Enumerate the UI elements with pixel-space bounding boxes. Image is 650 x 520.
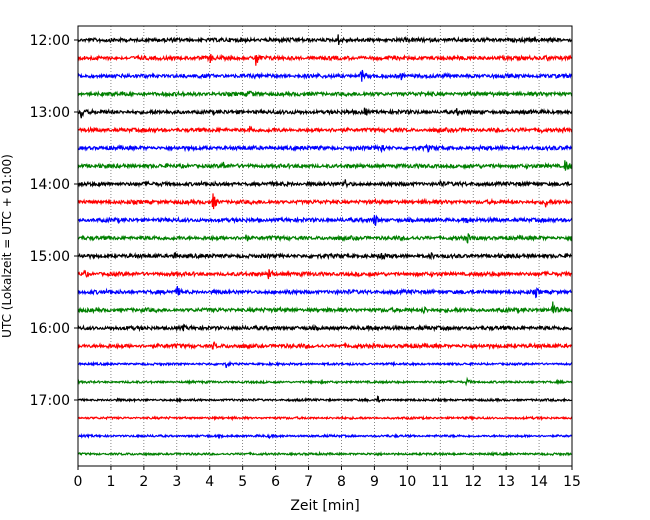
- x-tick-label: 2: [139, 474, 148, 490]
- trace-1545: [77, 301, 573, 315]
- trace-1415: [77, 193, 573, 210]
- x-tick-label: 4: [205, 474, 214, 490]
- x-tick-label: 3: [172, 474, 181, 490]
- trace-1645: [77, 376, 573, 387]
- x-tick-label: 8: [337, 474, 346, 490]
- trace-1345: [77, 160, 573, 171]
- trace-1200: [77, 34, 573, 46]
- plot-frame: [77, 25, 573, 467]
- y-tick-label: 14:00: [30, 177, 70, 193]
- x-tick-label: 13: [497, 474, 515, 490]
- y-tick-label: 13:00: [30, 105, 70, 121]
- plot-background: [78, 26, 572, 466]
- x-axis-label: Zeit [min]: [290, 498, 359, 514]
- trace-1630: [77, 360, 573, 369]
- y-tick-label: 16:00: [30, 321, 70, 337]
- x-tick-label: 14: [530, 474, 548, 490]
- x-tick-label: 15: [563, 474, 581, 490]
- trace-1745: [77, 450, 573, 457]
- x-tick-label: 5: [238, 474, 247, 490]
- trace-1600: [77, 323, 573, 333]
- x-tick-label: 7: [304, 474, 313, 490]
- trace-1245: [77, 89, 573, 98]
- trace-1330: [77, 143, 573, 154]
- trace-1515: [77, 269, 573, 280]
- y-axis-ticks: 12:00 13:00 14:00 15:00 16:00 17:00: [30, 33, 78, 409]
- y-tick-label: 12:00: [30, 33, 70, 49]
- trace-1430: [77, 214, 573, 226]
- y-tick-label: 17:00: [30, 393, 70, 409]
- trace-1315: [77, 125, 573, 134]
- y-axis-label: UTC (Lokalzeit = UTC + 01:00): [0, 154, 14, 338]
- x-tick-label: 11: [431, 474, 449, 490]
- x-tick-label: 9: [370, 474, 379, 490]
- x-tick-label: 10: [398, 474, 416, 490]
- trace-1615: [77, 341, 573, 351]
- trace-1445: [77, 233, 573, 244]
- trace-1530: [77, 285, 573, 299]
- trace-1230: [77, 69, 573, 82]
- trace-1730: [77, 432, 573, 440]
- x-tick-label: 0: [74, 474, 83, 490]
- x-tick-label: 1: [106, 474, 115, 490]
- traces: [77, 34, 573, 457]
- y-tick-label: 15:00: [30, 249, 70, 265]
- grid-lines: [110, 26, 540, 466]
- trace-1300: [77, 107, 573, 119]
- x-tick-label: 12: [464, 474, 482, 490]
- trace-1400: [77, 179, 573, 189]
- trace-1715: [77, 414, 573, 422]
- x-axis-ticks: 0 1 2 3 4 5 6 7 8 9 10 11 12 13 14 15: [74, 466, 581, 490]
- trace-1215: [77, 53, 573, 66]
- trace-1500: [77, 251, 573, 261]
- trace-1700: [77, 395, 573, 404]
- x-tick-label: 6: [271, 474, 280, 490]
